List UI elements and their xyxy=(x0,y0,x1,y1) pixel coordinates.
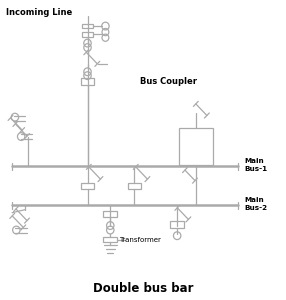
Bar xyxy=(178,128,213,165)
Bar xyxy=(82,32,94,37)
Text: Main
Bus-1: Main Bus-1 xyxy=(244,158,267,172)
Text: Incoming Line: Incoming Line xyxy=(6,8,73,17)
Text: Double bus bar: Double bus bar xyxy=(93,282,193,296)
Bar xyxy=(128,182,141,189)
Bar xyxy=(104,237,117,242)
Bar xyxy=(104,211,117,217)
Bar xyxy=(82,24,94,28)
Bar xyxy=(81,78,94,85)
Bar xyxy=(81,182,94,189)
Text: Main
Bus-2: Main Bus-2 xyxy=(244,197,267,211)
Bar xyxy=(170,221,184,228)
Text: Transformer: Transformer xyxy=(119,238,161,244)
Text: Bus Coupler: Bus Coupler xyxy=(140,77,197,86)
